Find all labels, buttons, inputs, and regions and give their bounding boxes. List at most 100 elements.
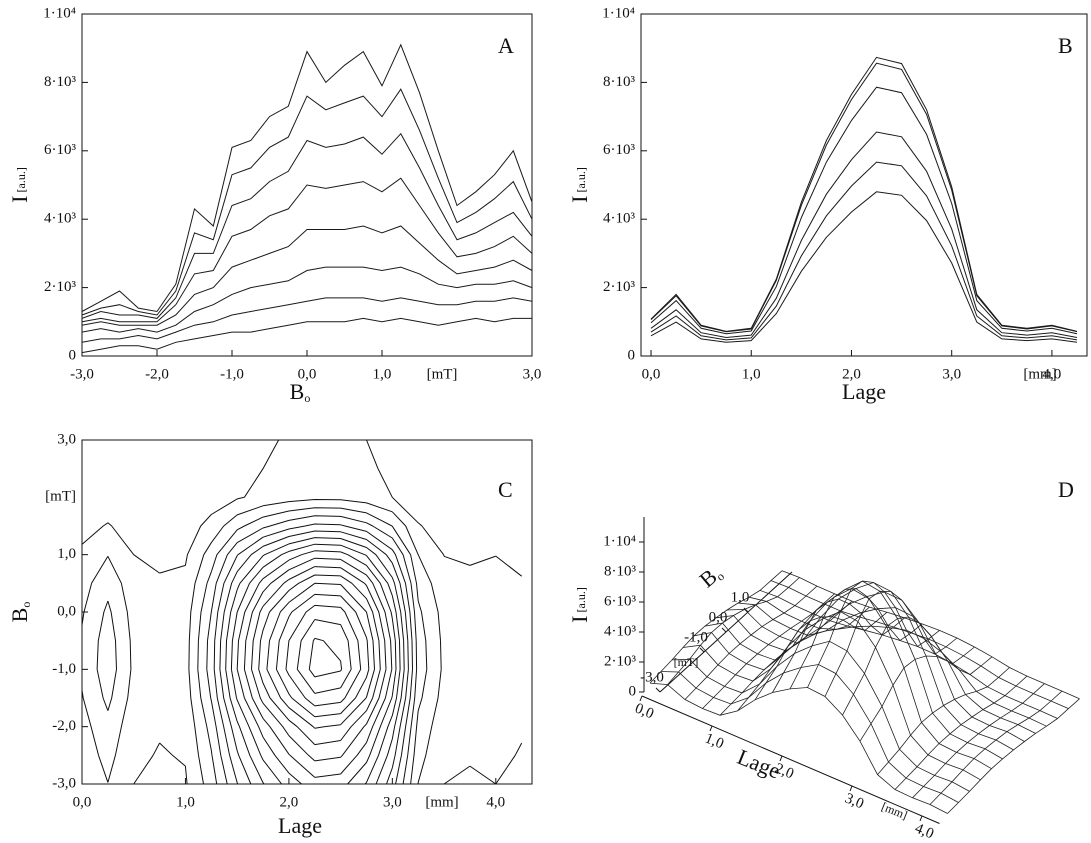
y-axis-unit: [mT] bbox=[674, 655, 699, 669]
y-axis-title: Bo bbox=[694, 560, 726, 593]
y-tick bbox=[655, 687, 661, 693]
surface-column bbox=[789, 588, 923, 690]
y-axis-title: I [a.u.] bbox=[7, 167, 32, 203]
y-tick-label: 2·10³ bbox=[44, 279, 76, 295]
contour-line bbox=[81, 499, 442, 785]
z-axis-unit: [a.u.] bbox=[574, 587, 588, 612]
surface-column bbox=[842, 616, 975, 716]
y-tick-label: -2,0 bbox=[52, 718, 76, 734]
y-axis-unit: [a.u.] bbox=[14, 167, 28, 192]
x-tick-label: 4,0 bbox=[913, 821, 936, 843]
surface-column bbox=[649, 570, 783, 684]
y-tick-label: 8·10³ bbox=[603, 74, 635, 90]
y-tick bbox=[721, 627, 727, 633]
z-axis-symbol: I bbox=[567, 616, 592, 623]
contour-line bbox=[251, 566, 387, 762]
x-axis-title: Bo bbox=[290, 379, 311, 405]
y-tick-label: 1,0 bbox=[731, 589, 750, 605]
surface-column bbox=[807, 580, 940, 688]
panel-label: A bbox=[498, 33, 514, 58]
x-axis-title: Lage bbox=[842, 379, 886, 404]
data-line bbox=[81, 297, 533, 343]
x-tick-label: 3,0 bbox=[383, 794, 402, 810]
x-tick-label: 0,0 bbox=[633, 701, 656, 723]
y-tick-label: 0 bbox=[628, 347, 636, 363]
x-tick-label: -2,0 bbox=[145, 366, 169, 382]
contour-line bbox=[213, 523, 413, 785]
contour-line bbox=[296, 619, 352, 694]
z-axis-title: I [a.u.] bbox=[567, 587, 592, 623]
contour-line bbox=[308, 637, 343, 678]
x-axis-symbol: B bbox=[290, 379, 305, 404]
contour-line bbox=[96, 507, 428, 785]
surface-row bbox=[649, 682, 948, 814]
contour-line bbox=[219, 530, 409, 785]
data-line bbox=[81, 132, 533, 319]
z-tick-label: 4·10³ bbox=[604, 623, 636, 639]
x-tick bbox=[919, 815, 923, 822]
surface-column bbox=[859, 655, 993, 742]
surface-column bbox=[772, 598, 905, 693]
x-tick bbox=[709, 725, 713, 732]
data-line bbox=[81, 225, 533, 326]
x-tick-label: -1,0 bbox=[220, 366, 244, 382]
x-tick bbox=[639, 695, 643, 702]
y-axis-symbol: I bbox=[567, 196, 592, 203]
x-axis-unit: [mT] bbox=[427, 366, 458, 382]
contour-line bbox=[266, 582, 375, 729]
data-line bbox=[81, 88, 533, 316]
data-line bbox=[650, 131, 1078, 339]
x-tick-label: 1,0 bbox=[176, 794, 195, 810]
data-line bbox=[650, 191, 1078, 343]
surface-row bbox=[704, 580, 1003, 760]
x-axis-subscript: o bbox=[304, 391, 310, 405]
y-tick bbox=[699, 647, 705, 653]
x-tick-label: 4,0 bbox=[1043, 366, 1062, 382]
y-tick-label: -1,0 bbox=[684, 629, 708, 645]
surface-row bbox=[781, 570, 1080, 700]
y-tick-label: 3,0 bbox=[57, 431, 76, 447]
surface-column bbox=[877, 667, 1010, 775]
surface-column bbox=[719, 600, 853, 716]
x-axis-unit: [mm] bbox=[1023, 366, 1056, 382]
surface-row bbox=[671, 640, 970, 792]
plot-frame bbox=[640, 13, 1088, 357]
y-tick-label: 1,0 bbox=[57, 546, 76, 562]
y-axis-subscript: o bbox=[19, 602, 33, 608]
surface-column bbox=[824, 590, 958, 697]
x-tick-label: 3,0 bbox=[523, 366, 542, 382]
z-tick-label: 6·10³ bbox=[604, 593, 636, 609]
contour-line bbox=[225, 537, 405, 785]
surface-column bbox=[754, 611, 888, 701]
x-tick-label: -3,0 bbox=[70, 366, 94, 382]
surface-row bbox=[693, 588, 992, 770]
x-tick-label: 1,0 bbox=[742, 366, 761, 382]
surface-column bbox=[947, 698, 1080, 814]
y-axis-symbol: I bbox=[7, 196, 32, 203]
data-line bbox=[81, 177, 533, 323]
panel-label: D bbox=[1058, 477, 1074, 502]
data-line bbox=[650, 86, 1078, 335]
data-line bbox=[81, 43, 533, 313]
contour-line bbox=[236, 550, 397, 785]
x-tick bbox=[779, 755, 783, 762]
data-line bbox=[650, 161, 1078, 341]
contour-line bbox=[285, 604, 362, 707]
data-line bbox=[650, 62, 1078, 333]
x-tick-label: 3,0 bbox=[942, 366, 961, 382]
x-axis-unit: [mm] bbox=[879, 799, 909, 822]
panel-label: B bbox=[1058, 33, 1073, 58]
y-axis-title: I [a.u.] bbox=[567, 167, 592, 203]
x-tick-label: 0,0 bbox=[298, 366, 317, 382]
y-axis-title: Bo bbox=[7, 602, 33, 623]
y-tick-label: 0,0 bbox=[57, 603, 76, 619]
y-tick-label: 1·10⁴ bbox=[602, 5, 635, 21]
surface-column bbox=[912, 683, 1045, 799]
surface-row bbox=[660, 664, 959, 803]
surface-column bbox=[667, 577, 800, 685]
surface-column bbox=[702, 593, 835, 709]
plot-frame bbox=[81, 439, 533, 785]
y-tick-label: 0 bbox=[69, 347, 77, 363]
contour-line bbox=[275, 593, 370, 718]
